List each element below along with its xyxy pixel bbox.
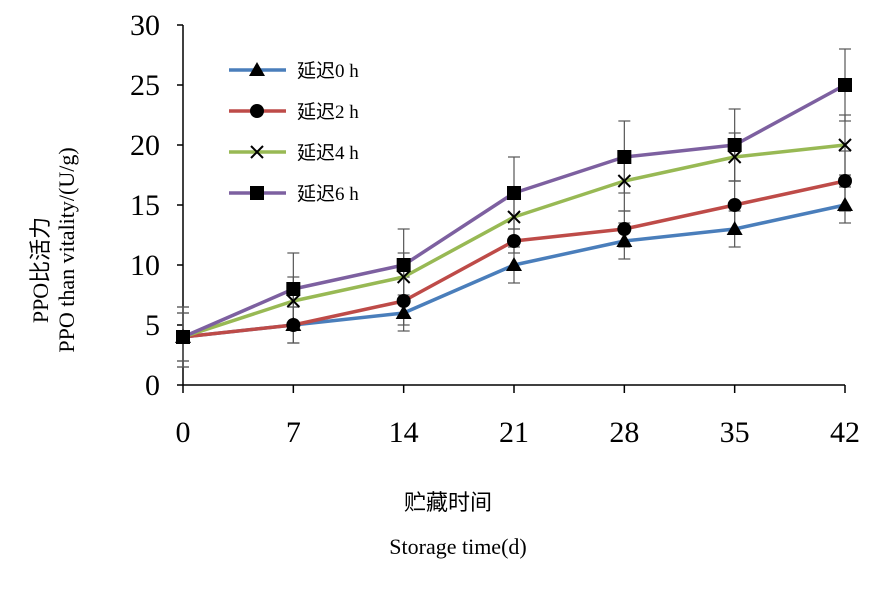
x-tick-label: 42 [830,416,860,449]
data-point [507,210,521,224]
x-tick-label: 7 [286,416,301,449]
legend-marker [250,145,264,159]
data-point [617,174,632,188]
legend-label: 延迟2 h [297,101,359,123]
data-point [727,198,742,212]
series-markers [175,78,853,344]
legend-label: 延迟4 h [297,142,359,164]
y-tick-label: 30 [130,9,160,42]
legend: 延迟0 h 延迟2 h 延迟4 h 延迟6 h [229,60,359,205]
data-point [286,282,301,296]
error-bars [177,48,851,368]
data-point [286,318,301,332]
y-tick-label: 15 [130,189,160,222]
legend-label: 延迟0 h [297,60,359,82]
y-tick-label: 10 [130,249,160,282]
x-tick-label: 28 [609,416,639,449]
x-tick-label: 21 [499,416,529,449]
x-marker-stroke [250,145,264,159]
data-point [507,234,521,248]
data-point [507,186,521,200]
data-point [176,330,190,344]
data-point [396,258,411,272]
x-tick-label: 0 [176,416,191,449]
data-point [838,138,852,152]
x-marker-stroke [617,174,632,188]
y-axis-title-cn: PPO比活力 [28,217,53,323]
data-point [617,222,632,236]
x-tick-label: 35 [720,416,750,449]
data-point [837,197,853,211]
data-point [838,174,852,188]
data-point [726,221,743,235]
axes: 0 7 14 21 28 35 42 0 5 10 15 20 25 30 [130,9,860,449]
legend-label: 延迟6 h [297,183,359,205]
data-point [396,270,411,284]
y-tick-label: 25 [130,69,160,102]
x-marker-stroke [838,138,852,152]
x-marker-stroke [396,270,411,284]
x-axis-title-cn: 贮藏时间 [404,490,492,515]
data-point [727,138,742,152]
data-point [396,294,411,308]
x-tick-label: 14 [389,416,419,449]
data-point [727,150,742,164]
x-axis-title-en: Storage time(d) [389,534,526,559]
y-tick-label: 5 [145,309,160,342]
legend-marker [250,186,264,200]
data-point [838,78,852,92]
legend-marker [250,104,264,118]
data-point [395,305,412,319]
data-point [616,233,633,247]
legend-marker [249,62,265,76]
data-point [506,257,522,271]
y-axis-title-en: PPO than vitality/(U/g) [54,147,79,352]
x-marker-stroke [507,210,521,224]
y-tick-label: 0 [145,369,160,402]
data-point [286,294,301,308]
data-point [617,150,632,164]
x-marker-stroke [727,150,742,164]
x-marker-stroke [286,294,301,308]
y-tick-label: 20 [130,129,160,162]
